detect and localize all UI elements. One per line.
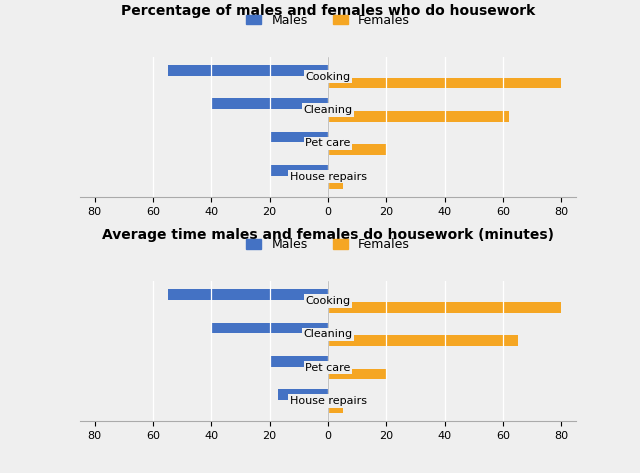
- Text: Cooking: Cooking: [305, 296, 351, 306]
- Text: Cleaning: Cleaning: [303, 329, 353, 339]
- Bar: [211, 98, 328, 109]
- Bar: [269, 165, 328, 176]
- Bar: [328, 368, 387, 379]
- Title: Percentage of males and females who do housework: Percentage of males and females who do h…: [121, 4, 535, 18]
- Bar: [168, 289, 328, 300]
- Legend: Males, Females: Males, Females: [246, 238, 410, 251]
- Bar: [269, 132, 328, 142]
- Bar: [328, 78, 561, 88]
- Bar: [328, 402, 342, 412]
- Bar: [328, 335, 518, 346]
- Bar: [211, 323, 328, 333]
- Bar: [328, 144, 387, 155]
- Bar: [328, 302, 561, 313]
- Text: Cooking: Cooking: [305, 72, 351, 82]
- Bar: [168, 65, 328, 76]
- Text: Pet care: Pet care: [305, 139, 351, 149]
- Bar: [278, 389, 328, 400]
- Text: House repairs: House repairs: [289, 396, 367, 406]
- Bar: [269, 356, 328, 367]
- Bar: [328, 178, 342, 189]
- Text: House repairs: House repairs: [289, 172, 367, 182]
- Text: Cleaning: Cleaning: [303, 105, 353, 115]
- Text: Pet care: Pet care: [305, 363, 351, 373]
- Legend: Males, Females: Males, Females: [246, 14, 410, 27]
- Title: Average time males and females do housework (minutes): Average time males and females do housew…: [102, 228, 554, 242]
- Bar: [328, 111, 509, 122]
